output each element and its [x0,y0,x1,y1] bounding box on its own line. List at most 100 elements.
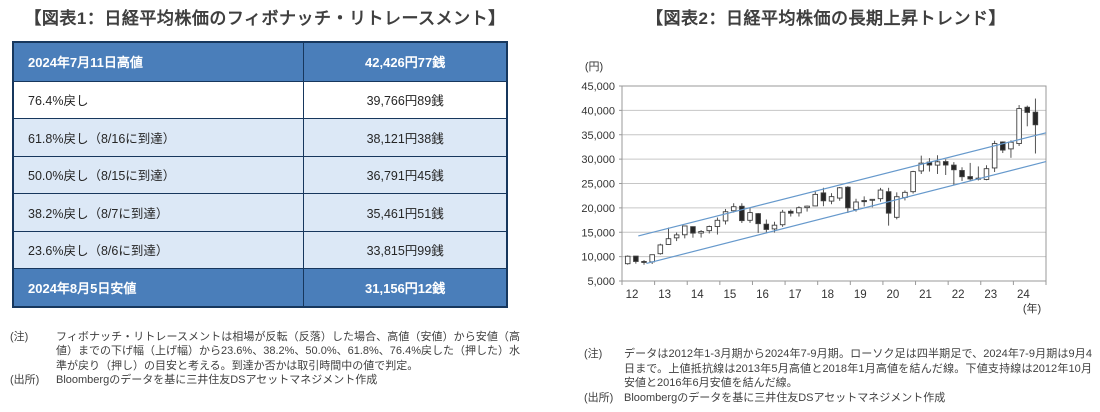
candle-2015Q3 [739,203,745,223]
source-text: Bloombergのデータを基に三井住友DSアセットマネジメント作成 [624,391,946,404]
row-label: 76.4%戻し [14,81,305,118]
x-axis-label: 20 [887,289,900,301]
nikkei-candlestick-chart: 5,000 10,000 15,000 20,000 25,000 30,000 35,00… [581,61,1047,315]
table-row-4: 38.2%戻し（8/7に到達） 35,461円51銭 [14,193,506,231]
y-axis-label: 20,000 [581,203,615,215]
row-label: 23.6%戻し（8/6に到達） [14,231,305,268]
x-axis-label: 12 [626,289,639,301]
x-axis-label: 13 [658,289,671,301]
candle-2020Q4 [910,170,916,194]
figure2-title: 【図表2：日経平均株価の長期上昇トレンド】 [646,9,1006,28]
candle-2012Q2 [633,255,639,264]
candle-2017Q3 [804,205,810,212]
row-label: 61.8%戻し（8/16に到達） [14,119,305,156]
y-axis-label: 25,000 [581,179,615,191]
y-unit-label: (円) [585,61,603,73]
candle-2012Q3 [641,260,647,265]
candle-2015Q1 [722,208,729,225]
fibonacci-table: 2024年7月11日高値 42,426円77銭 76.4%戻し 39,766円89銭 6… [12,41,508,308]
table-row-6: 2024年8月5日安値 31,156円12銭 [14,268,506,306]
row-value: 42,426円77銭 [365,55,446,71]
resistance-trendline [638,132,1047,237]
row-value: 31,156円12銭 [365,280,446,296]
figure2-source-row: (出所) Bloombergのデータを基に三井住友DSアセットマネジメント作成 [584,391,1092,406]
candle-2019Q4 [877,187,884,202]
figure1-note-row: (注) フィボナッチ・リトレースメントは相場が反転（反落）した場合、高値（安値）… [10,330,520,374]
candle-2022Q2 [959,167,965,181]
figure1-panel: 【図表1：日経平均株価のフィボナッチ・リトレースメント】 2024年7月11日高… [10,6,520,388]
candle-2013Q1 [657,243,664,255]
candle-2012Q1 [624,255,631,265]
y-axis-label: 30,000 [581,154,615,166]
candle-2017Q1 [788,209,794,217]
note-text: フィボナッチ・リトレースメントは相場が反転（反落）した場合、高値（安値）から安値… [56,330,520,372]
source-label: (出所) [584,391,614,404]
x-unit-label: (年) [1023,301,1041,315]
row-label: 38.2%戻し（8/7に到達） [14,194,305,231]
x-axis-label: 15 [723,289,736,301]
y-axis-label: 10,000 [581,252,615,264]
figure2-footnote: (注) データは2012年1-3月期から2024年7-9月期。ローソク足は四半期… [560,347,1092,406]
candle-2018Q1 [820,187,827,207]
table-row-1: 76.4%戻し 39,766円89銭 [14,80,506,118]
row-value: 39,766円89銭 [366,94,444,109]
row-label: 50.0%戻し（8/15に到達） [14,156,305,193]
candle-2017Q4 [812,191,818,207]
y-axis-label: 35,000 [581,130,615,142]
row-value: 38,121円38銭 [366,131,444,146]
chart-wrap: 5,000 10,000 15,000 20,000 25,000 30,000 35,00… [560,36,1092,321]
x-axis-label: 21 [919,289,932,301]
candle-2014Q4 [714,217,721,235]
table-row-5: 23.6%戻し（8/6に到達） 33,815円99銭 [14,230,506,268]
figure1-footnote: (注) フィボナッチ・リトレースメントは相場が反転（反落）した場合、高値（安値）… [10,330,520,389]
candle-2019Q2 [861,196,867,207]
candle-2021Q3 [934,155,941,174]
row-value: 35,461円51銭 [366,206,444,221]
x-axis-label: 17 [789,289,802,301]
figure1-title: 【図表1：日経平均株価のフィボナッチ・リトレースメント】 [24,9,506,28]
candle-2023Q4 [1008,140,1014,158]
candle-2016Q1 [755,212,761,233]
table-row-3: 50.0%戻し（8/15に到達） 36,791円45銭 [14,155,506,193]
x-axis-label: 23 [984,289,997,301]
candle-2013Q3 [673,232,680,242]
x-axis-label: 16 [756,289,769,301]
candle-2021Q2 [926,158,933,172]
source-text: Bloombergのデータを基に三井住友DSアセットマネジメント作成 [56,374,378,387]
y-axis-label: 5,000 [587,276,615,288]
candle-2016Q2 [763,219,770,233]
candle-2018Q3 [836,186,843,201]
candle-2022Q1 [951,162,957,186]
y-axis-label: 15,000 [581,227,615,239]
y-axis-label: 45,000 [581,81,615,93]
x-axis-label: 19 [854,289,867,301]
candle-2014Q2 [698,230,704,238]
note-text: データは2012年1-3月期から2024年7-9月期。ローソク足は四半期足で、2… [624,348,1092,390]
y-axis-label: 40,000 [581,105,615,117]
x-axis-label: 24 [1017,289,1030,301]
x-axis-label: 22 [952,289,965,301]
candle-2023Q1 [983,165,990,181]
candle-2013Q4 [682,225,688,239]
figure2-panel: 【図表2：日経平均株価の長期上昇トレンド】 5,000 10,000 15,000 2… [560,6,1092,406]
candle-2024Q3 [1032,98,1039,154]
candle-2015Q4 [747,207,753,223]
row-value: 33,815円99銭 [366,244,444,259]
candle-2020Q1 [885,187,892,226]
x-axis-label: 14 [691,289,704,301]
candle-2016Q4 [779,209,786,227]
note-label: (注) [584,348,603,360]
candle-2018Q4 [845,186,851,214]
candle-2021Q4 [942,159,949,175]
candle-2014Q3 [706,225,712,234]
candle-2024Q2 [1024,105,1030,127]
source-label: (出所) [10,374,40,387]
support-trendline [646,160,1047,265]
row-label: 2024年8月5日安値 [14,269,305,306]
row-value: 36,791円45銭 [366,169,444,184]
candle-2020Q2 [894,192,900,220]
table-row-0: 2024年7月11日高値 42,426円77銭 [14,43,506,81]
figure1-source-row: (出所) Bloombergのデータを基に三井住友DSアセットマネジメント作成 [10,373,520,388]
candle-2022Q3 [967,162,973,181]
